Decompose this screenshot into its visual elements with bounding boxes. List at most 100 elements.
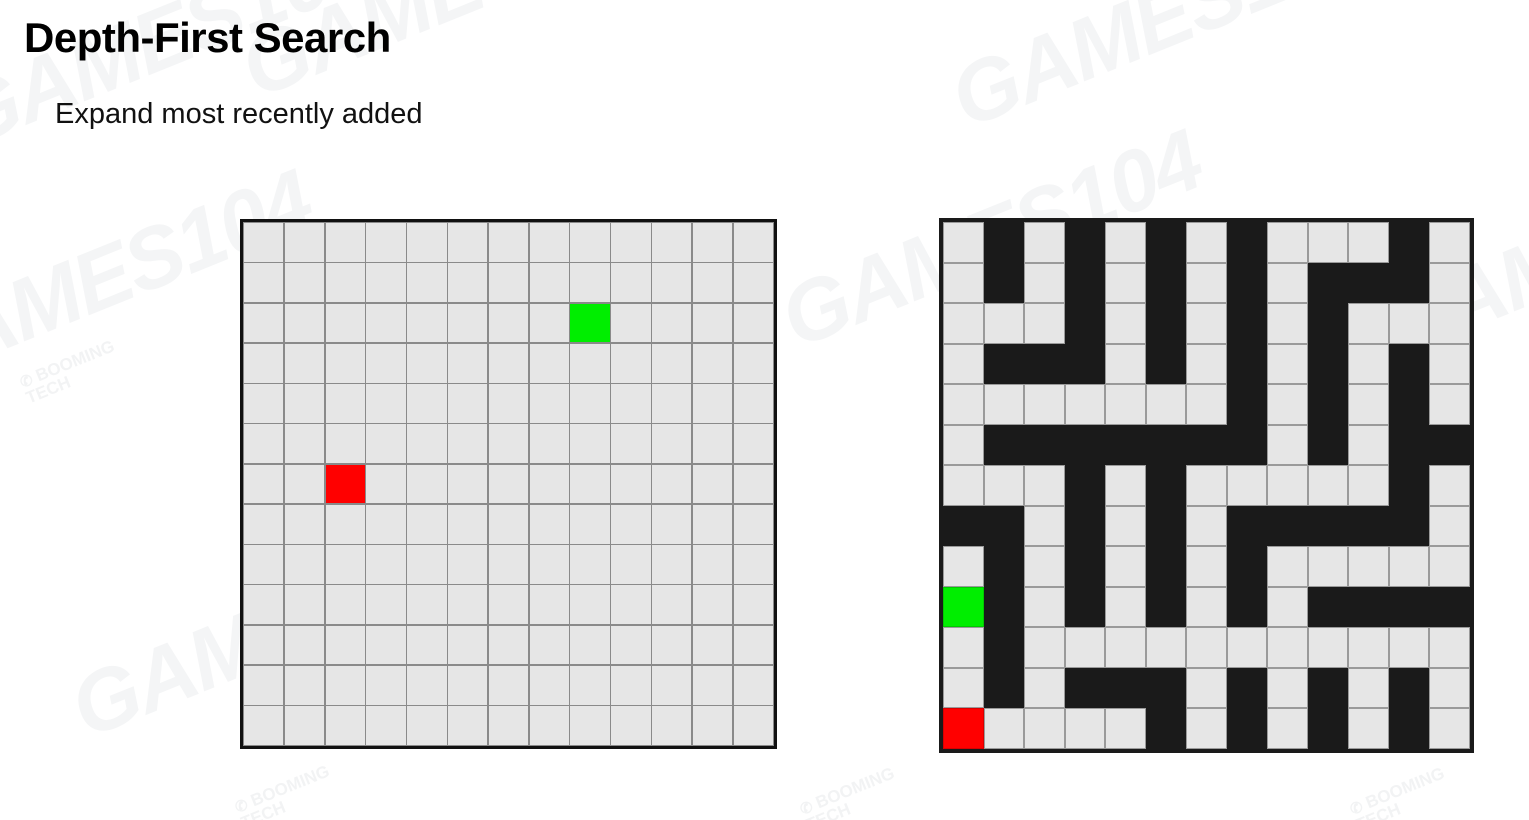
maze-wall-cell — [983, 627, 1025, 668]
maze-free-cell — [943, 343, 984, 385]
maze-free-cell — [1186, 343, 1227, 385]
grid-cell — [692, 504, 733, 544]
grid-cell — [366, 585, 406, 625]
maze-wall-cell — [1064, 222, 1106, 263]
grid-cell — [488, 263, 529, 303]
maze-wall-cell — [1145, 708, 1187, 749]
grid-cell — [692, 223, 733, 262]
grid-cell — [366, 545, 406, 584]
page-subtitle: Expand most recently added — [55, 98, 423, 130]
maze-free-cell — [1024, 586, 1065, 628]
maze-free-cell — [1267, 262, 1308, 304]
maze-free-cell — [1429, 303, 1470, 344]
open-grid — [240, 219, 777, 749]
maze-free-cell — [1267, 667, 1308, 709]
maze-free-cell — [1307, 627, 1349, 668]
grid-cell — [570, 223, 610, 262]
grid-cell — [448, 263, 488, 303]
grid-cell — [244, 384, 284, 423]
maze-free-cell — [1024, 505, 1065, 547]
maze-wall-cell — [1226, 667, 1268, 709]
grid-cell — [366, 223, 406, 262]
maze-free-cell — [943, 424, 984, 466]
maze-free-cell — [1024, 546, 1065, 587]
maze-wall-cell — [943, 505, 984, 547]
grid-cell — [692, 545, 733, 584]
grid-cell — [488, 706, 529, 745]
grid-cell — [488, 384, 529, 423]
maze-free-cell — [1267, 586, 1308, 628]
grid-cell — [529, 384, 569, 423]
grid-cell — [733, 343, 773, 383]
grid-cell — [652, 625, 692, 665]
grid-cell — [570, 625, 610, 665]
maze-free-cell — [1105, 262, 1146, 304]
grid-cell — [692, 464, 733, 504]
grid-cell — [284, 464, 325, 504]
maze-wall-cell — [1307, 384, 1349, 425]
maze-wall-cell — [1145, 303, 1187, 344]
maze-free-cell — [1348, 343, 1389, 385]
maze-free-cell — [943, 262, 984, 304]
maze-wall-cell — [983, 424, 1025, 466]
maze-free-cell — [1186, 465, 1227, 506]
grid-cell — [692, 424, 733, 464]
maze-free-cell — [1064, 708, 1106, 749]
maze-free-cell — [1024, 708, 1065, 749]
grid-cell — [570, 343, 610, 383]
maze-wall-cell — [1388, 262, 1430, 304]
grid-cell — [488, 223, 529, 262]
grid-cell — [529, 303, 569, 343]
maze-wall-cell — [1388, 343, 1430, 385]
maze-free-cell — [1267, 627, 1308, 668]
maze-free-cell — [943, 465, 984, 506]
maze-free-cell — [1307, 546, 1349, 587]
maze-free-cell — [1429, 384, 1470, 425]
maze-wall-cell — [1024, 424, 1065, 466]
maze-wall-cell — [1145, 667, 1187, 709]
maze-free-cell — [943, 303, 984, 344]
grid-cell — [284, 504, 325, 544]
maze-free-cell — [1105, 384, 1146, 425]
grid-cell — [448, 464, 488, 504]
maze-wall-cell — [1388, 586, 1430, 628]
maze-free-cell — [1186, 627, 1227, 668]
maze-free-cell — [1024, 222, 1065, 263]
grid-cell — [570, 545, 610, 584]
grid-cell — [570, 424, 610, 464]
maze-wall-cell — [1145, 546, 1187, 587]
maze-wall-cell — [1226, 424, 1268, 466]
maze-free-cell — [1226, 627, 1268, 668]
grid-cell — [284, 223, 325, 262]
grid-cell — [284, 625, 325, 665]
grid-cell — [733, 384, 773, 423]
grid-cell — [570, 665, 610, 705]
grid-cell — [284, 706, 325, 745]
grid-cell — [448, 384, 488, 423]
grid-cell — [244, 665, 284, 705]
maze-wall-cell — [1307, 262, 1349, 304]
maze-free-cell — [1267, 708, 1308, 749]
grid-cell — [284, 585, 325, 625]
maze-wall-cell — [1388, 222, 1430, 263]
grid-cell — [407, 464, 447, 504]
grid-cell — [733, 303, 773, 343]
grid-cell — [448, 424, 488, 464]
maze-free-cell — [1348, 465, 1389, 506]
maze-free-cell — [1024, 262, 1065, 304]
maze-wall-cell — [1267, 505, 1308, 547]
grid-cell — [488, 464, 529, 504]
maze-free-cell — [1348, 222, 1389, 263]
grid-cell — [611, 545, 651, 584]
grid-cell — [611, 343, 651, 383]
grid-cell — [244, 223, 284, 262]
maze-free-cell — [1105, 303, 1146, 344]
grid-cell — [407, 424, 447, 464]
grid-cell — [570, 384, 610, 423]
maze-free-cell — [1267, 424, 1308, 466]
grid-cell — [325, 545, 365, 584]
maze-wall-cell — [1388, 708, 1430, 749]
grid-cell — [325, 223, 365, 262]
grid-cell — [448, 545, 488, 584]
grid-cell — [529, 504, 569, 544]
